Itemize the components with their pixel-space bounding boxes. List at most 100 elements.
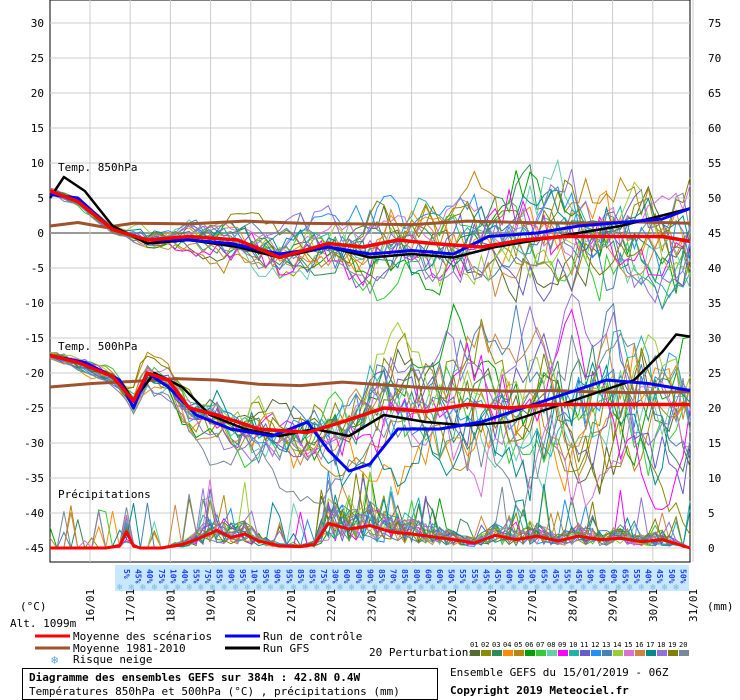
- snow-pct: 45%: [134, 569, 143, 584]
- snow-pct: 55%: [192, 569, 201, 584]
- snow-pct: 90%: [365, 569, 374, 584]
- pert-id: 04: [503, 641, 511, 649]
- snowflake-icon: ❄: [395, 583, 401, 593]
- pert-id: 10: [569, 641, 577, 649]
- perturbation-line: [49, 184, 691, 258]
- snow-pct: 85%: [296, 569, 305, 584]
- right-tick: 25: [708, 367, 721, 380]
- right-tick: 45: [708, 227, 721, 240]
- snow-pct: 30%: [331, 569, 340, 584]
- date-label: 26/01: [486, 589, 499, 622]
- pert-swatch: [580, 650, 590, 656]
- snowflake-icon: ❄: [245, 583, 251, 593]
- pert-id: 11: [580, 641, 588, 649]
- snow-pct: 50%: [447, 569, 456, 584]
- snow-pct: 40%: [180, 569, 189, 584]
- pert-id: 07: [536, 641, 544, 649]
- legend-snow: Risque neige: [73, 653, 152, 666]
- left-axis-ticks: 30 25 20 15 10 5 0 -5 -10 -15 -20 -25 -30 -35 -40 -45: [24, 17, 44, 555]
- snow-pct: 10%: [250, 569, 259, 584]
- pert-id: 16: [635, 641, 643, 649]
- snow-pct: 95%: [284, 569, 293, 584]
- snow-pct: 85%: [307, 569, 316, 584]
- snow-pct: 65%: [620, 569, 629, 584]
- left-tick: -35: [24, 472, 44, 485]
- snowflake-icon: ❄: [51, 653, 58, 667]
- pert-swatch: [635, 650, 645, 656]
- pert-swatch: [503, 650, 513, 656]
- snow-pct: 55%: [562, 569, 571, 584]
- snow-pct: 60%: [505, 569, 514, 584]
- snowflake-icon: ❄: [673, 583, 679, 593]
- date-label: 23/01: [365, 589, 378, 622]
- right-tick: 20: [708, 402, 721, 415]
- pert-id: 13: [602, 641, 610, 649]
- panel-labels: Temp. 850hPa Temp. 500hPa Précipitations: [58, 161, 151, 501]
- date-label: 21/01: [285, 589, 298, 622]
- snow-pct: 45%: [574, 569, 583, 584]
- pert-swatch: [492, 650, 502, 656]
- snow-pct: 90%: [273, 569, 282, 584]
- date-label: 31/01: [687, 589, 700, 622]
- pert-swatch: [646, 650, 656, 656]
- snow-pct: 95%: [261, 569, 270, 584]
- snow-pct: 5%: [122, 569, 131, 579]
- right-axis-unit: (mm): [707, 600, 734, 613]
- left-tick: -10: [24, 297, 44, 310]
- left-tick: 25: [31, 52, 44, 65]
- left-tick: -20: [24, 367, 44, 380]
- left-tick: -25: [24, 402, 44, 415]
- perturbation-legend: 01 02 03 04 05 06 07 08 09 10 11 12 13 14 15 16 17 18 19 20: [470, 641, 689, 656]
- left-tick: -45: [24, 542, 44, 555]
- legend-clim: Moyenne 1981-2010: [73, 642, 186, 655]
- snowflake-icon: ❄: [129, 583, 135, 593]
- snow-pct: 40%: [644, 569, 653, 584]
- snow-pct: 90%: [226, 569, 235, 584]
- pert-id: 08: [547, 641, 555, 649]
- left-axis-unit: (°C): [20, 600, 47, 613]
- snowflake-icon: ❄: [627, 583, 633, 593]
- perturbation-line: [49, 332, 691, 518]
- snowflake-icon: ❄: [198, 583, 204, 593]
- snowflake-icon: ❄: [534, 583, 540, 593]
- snowflake-icon: ❄: [557, 583, 563, 593]
- left-tick: 5: [37, 192, 44, 205]
- snowflake-icon: ❄: [465, 583, 471, 593]
- pert-swatch: [470, 650, 480, 656]
- right-tick: 75: [708, 17, 721, 30]
- date-label: 20/01: [245, 589, 258, 622]
- perturbation-line: [49, 343, 691, 496]
- date-label: 29/01: [607, 589, 620, 622]
- label-precip: Précipitations: [58, 488, 151, 501]
- date-label: 30/01: [647, 589, 660, 622]
- copyright: Copyright 2019 Meteociel.fr: [450, 684, 629, 697]
- snow-pct: 60%: [597, 569, 606, 584]
- snow-pct: 60%: [609, 569, 618, 584]
- perturbation-line: [49, 347, 691, 491]
- snow-pct: 60%: [423, 569, 432, 584]
- pert-id: 02: [481, 641, 489, 649]
- altitude-label: Alt. 1099m: [10, 617, 77, 630]
- snow-pct: 75%: [157, 569, 166, 584]
- left-tick: 20: [31, 87, 44, 100]
- snowflake-icon: ❄: [569, 583, 575, 593]
- snow-pct: 85%: [400, 569, 409, 584]
- snowflake-icon: ❄: [233, 583, 239, 593]
- date-label: 18/01: [164, 589, 177, 622]
- right-tick: 15: [708, 437, 721, 450]
- snow-pct: 50%: [516, 569, 525, 584]
- snow-pct: 85%: [377, 569, 386, 584]
- snow-pct: 10%: [168, 569, 177, 584]
- date-label: 28/01: [566, 589, 579, 622]
- date-axis: 16/01 17/01 18/01 19/01 20/01 21/01 22/01 23/01…: [84, 589, 700, 622]
- pert-swatch: [657, 650, 667, 656]
- left-tick: 10: [31, 157, 44, 170]
- pert-swatch: [525, 650, 535, 656]
- left-tick: -30: [24, 437, 44, 450]
- pert-id: 20: [679, 641, 687, 649]
- left-tick: 15: [31, 122, 44, 135]
- snow-pct: 45%: [655, 569, 664, 584]
- run-info: Ensemble GEFS du 15/01/2019 - 06Z: [450, 666, 669, 679]
- gfs-850-line: [48, 175, 691, 259]
- snowflake-icon: ❄: [581, 583, 587, 593]
